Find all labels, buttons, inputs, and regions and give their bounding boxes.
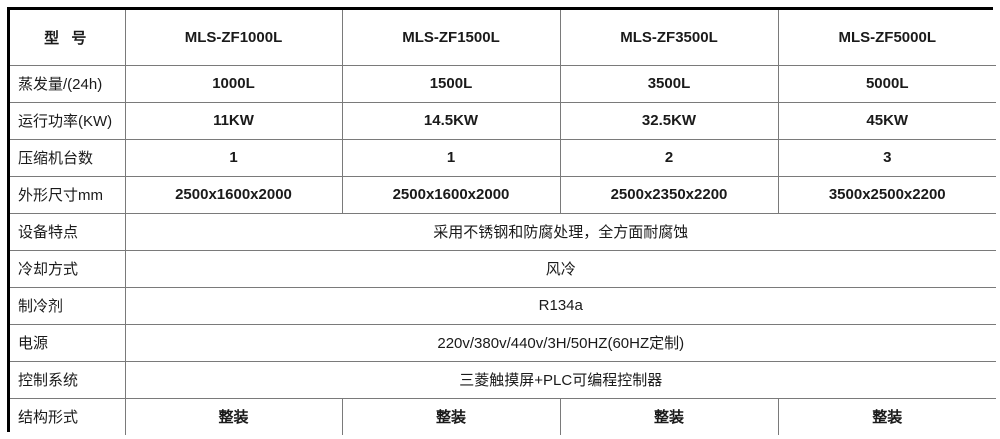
row-value-cell: 整装 <box>124 397 343 435</box>
row-value-cell: 2 <box>559 138 779 177</box>
row-label-cell: 设备特点 <box>10 212 126 251</box>
table-row: 蒸发量/(24h) 1000L 1500L 3500L 5000L <box>10 64 996 103</box>
row-label-cell: 结构形式 <box>10 397 126 435</box>
row-merged-value-cell: R134a <box>124 286 996 325</box>
header-cell-model-4: MLS-ZF5000L <box>777 10 996 66</box>
spec-table-container: 型 号 MLS-ZF1000L MLS-ZF1500L MLS-ZF3500L MLS-… <box>7 7 996 435</box>
table-row: 压缩机台数 1 1 2 3 <box>10 138 996 177</box>
row-value-cell: 3500L <box>559 64 779 103</box>
row-label-cell: 制冷剂 <box>10 286 126 325</box>
row-label-cell: 压缩机台数 <box>10 138 126 177</box>
row-label-cell: 电源 <box>10 323 126 362</box>
row-label-cell: 蒸发量/(24h) <box>10 64 126 103</box>
row-label-cell: 外形尺寸mm <box>10 175 126 214</box>
row-merged-value-cell: 采用不锈钢和防腐处理，全方面耐腐蚀 <box>124 212 996 251</box>
row-value-cell: 3500x2500x2200 <box>777 175 996 214</box>
header-cell-model-2: MLS-ZF1500L <box>341 10 561 66</box>
table-row: 电源 220v/380v/440v/3H/50HZ(60HZ定制) <box>10 323 996 362</box>
header-cell-model-3: MLS-ZF3500L <box>559 10 779 66</box>
table-row: 外形尺寸mm 2500x1600x2000 2500x1600x2000 2500x2… <box>10 175 996 214</box>
row-label-cell: 运行功率(KW) <box>10 101 126 140</box>
row-value-cell: 整装 <box>341 397 561 435</box>
header-cell-spec-label: 型 号 <box>10 10 126 66</box>
row-value-cell: 2500x2350x2200 <box>559 175 779 214</box>
row-value-cell: 2500x1600x2000 <box>341 175 561 214</box>
row-value-cell: 1 <box>124 138 343 177</box>
row-value-cell: 3 <box>777 138 996 177</box>
table-row: 控制系统 三菱触摸屏+PLC可编程控制器 <box>10 360 996 399</box>
row-value-cell: 整装 <box>559 397 779 435</box>
table-row: 制冷剂 R134a <box>10 286 996 325</box>
table-row: 运行功率(KW) 11KW 14.5KW 32.5KW 45KW <box>10 101 996 140</box>
row-value-cell: 1 <box>341 138 561 177</box>
row-merged-value-cell: 三菱触摸屏+PLC可编程控制器 <box>124 360 996 399</box>
row-value-cell: 1500L <box>341 64 561 103</box>
row-value-cell: 14.5KW <box>341 101 561 140</box>
row-label-cell: 冷却方式 <box>10 249 126 288</box>
table-header-row: 型 号 MLS-ZF1000L MLS-ZF1500L MLS-ZF3500L MLS-… <box>10 10 996 66</box>
row-value-cell: 1000L <box>124 64 343 103</box>
row-value-cell: 32.5KW <box>559 101 779 140</box>
table-row: 设备特点 采用不锈钢和防腐处理，全方面耐腐蚀 <box>10 212 996 251</box>
header-cell-model-1: MLS-ZF1000L <box>124 10 343 66</box>
row-value-cell: 45KW <box>777 101 996 140</box>
product-spec-table: 型 号 MLS-ZF1000L MLS-ZF1500L MLS-ZF3500L MLS-… <box>10 10 996 435</box>
row-value-cell: 整装 <box>777 397 996 435</box>
table-row: 结构形式 整装 整装 整装 整装 <box>10 397 996 435</box>
row-merged-value-cell: 220v/380v/440v/3H/50HZ(60HZ定制) <box>124 323 996 362</box>
row-merged-value-cell: 风冷 <box>124 249 996 288</box>
spec-table-body: 型 号 MLS-ZF1000L MLS-ZF1500L MLS-ZF3500L MLS-… <box>10 10 996 435</box>
table-row: 冷却方式 风冷 <box>10 249 996 288</box>
row-value-cell: 2500x1600x2000 <box>124 175 343 214</box>
row-value-cell: 11KW <box>124 101 343 140</box>
row-label-cell: 控制系统 <box>10 360 126 399</box>
row-value-cell: 5000L <box>777 64 996 103</box>
